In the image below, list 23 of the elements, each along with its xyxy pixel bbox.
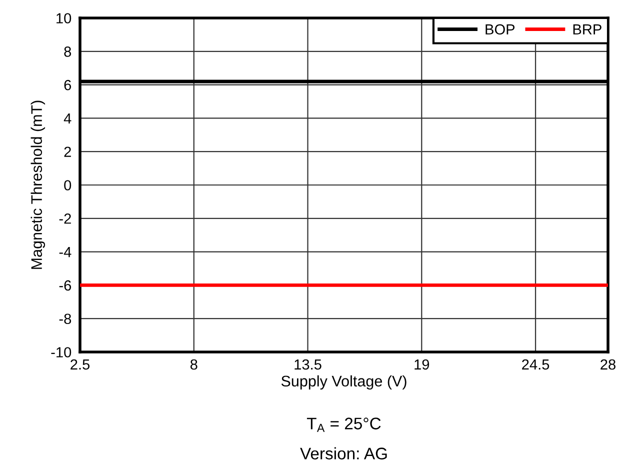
x-tick-label: 28 — [600, 359, 616, 370]
x-tick-label: 13.5 — [294, 359, 322, 370]
y-tick-label: -8 — [59, 314, 72, 324]
legend-label: BOP — [486, 24, 515, 35]
x-axis-title: Supply Voltage (V) — [281, 375, 406, 390]
y-tick-label: 2 — [64, 146, 71, 157]
y-tick-label: 6 — [64, 80, 72, 90]
x-tick-label: 2.5 — [70, 359, 90, 370]
text: T$_{A}$ = 25°C — [306, 418, 381, 432]
legend-label: BRP — [573, 24, 602, 34]
x-tick-label: 24.5 — [522, 359, 550, 370]
y-tick-label: -2 — [59, 214, 71, 224]
y-tick-label: -4 — [59, 247, 72, 258]
y-tick-label: 10 — [56, 13, 72, 24]
text: Version: AG — [300, 447, 387, 460]
y-axis-title: Magnetic Threshold (mT) — [30, 100, 46, 269]
x-tick-label: 8 — [190, 359, 198, 370]
y-tick-label: 4 — [64, 113, 72, 124]
y-tick-label: 8 — [64, 46, 72, 57]
x-tick-label: 19 — [414, 359, 430, 370]
y-tick-label: -10 — [51, 347, 72, 358]
y-tick-label: -6 — [59, 280, 72, 291]
y-tick-label: 0 — [64, 180, 72, 190]
